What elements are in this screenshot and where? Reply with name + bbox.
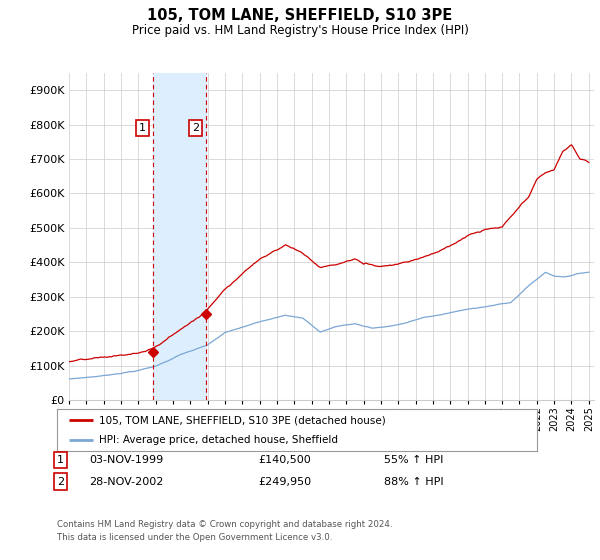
Bar: [153, 73, 206, 400]
Text: 2: 2: [192, 123, 199, 133]
Text: 88% ↑ HPI: 88% ↑ HPI: [384, 477, 443, 487]
Text: HPI: Average price, detached house, Sheffield: HPI: Average price, detached house, Shef…: [99, 435, 338, 445]
Text: 03-NOV-1999: 03-NOV-1999: [89, 455, 163, 465]
Text: This data is licensed under the Open Government Licence v3.0.: This data is licensed under the Open Gov…: [57, 533, 332, 542]
Text: Contains HM Land Registry data © Crown copyright and database right 2024.: Contains HM Land Registry data © Crown c…: [57, 520, 392, 529]
Text: 1: 1: [139, 123, 146, 133]
Text: 2: 2: [57, 477, 64, 487]
Text: Price paid vs. HM Land Registry's House Price Index (HPI): Price paid vs. HM Land Registry's House …: [131, 24, 469, 36]
Text: 105, TOM LANE, SHEFFIELD, S10 3PE: 105, TOM LANE, SHEFFIELD, S10 3PE: [148, 8, 452, 24]
Text: 1: 1: [57, 455, 64, 465]
Text: 105, TOM LANE, SHEFFIELD, S10 3PE (detached house): 105, TOM LANE, SHEFFIELD, S10 3PE (detac…: [99, 415, 386, 425]
Text: £140,500: £140,500: [258, 455, 311, 465]
Text: £249,950: £249,950: [258, 477, 311, 487]
Text: 28-NOV-2002: 28-NOV-2002: [89, 477, 163, 487]
Text: 55% ↑ HPI: 55% ↑ HPI: [384, 455, 443, 465]
